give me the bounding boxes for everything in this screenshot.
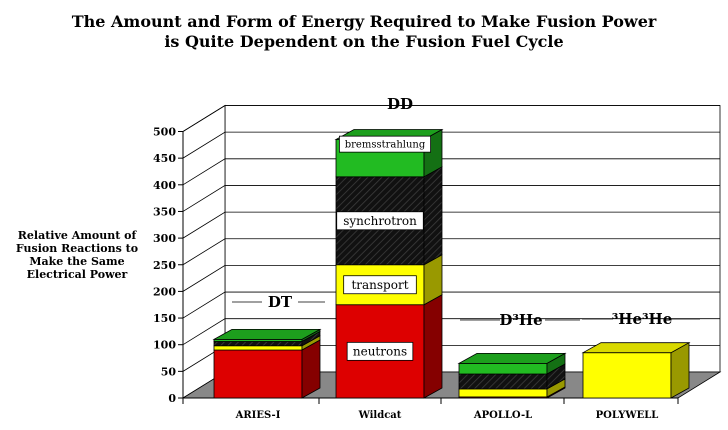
segment-label-box [338,135,431,153]
bar-segment-neutrons [213,349,303,399]
gridline [182,238,720,266]
bar-side-synchrotron [423,166,443,266]
bar-side-neutrons [423,294,443,399]
segment-label-text: synchrotron [343,214,417,228]
y-axis-label-line: Fusion Reactions to [15,242,139,255]
bar-segment-bremsstrahlung [458,362,548,375]
fuel-cycle-label: DD [387,95,413,113]
y-tick-label: 500 [153,126,176,139]
bar-group [334,128,444,399]
x-tick-label: ARIES-I [235,410,281,421]
gridline [182,318,720,346]
segment-label: neutrons [346,341,414,361]
segment-label-box [346,341,414,361]
y-tick-label: 250 [153,259,176,272]
y-tick-label: 450 [153,152,176,165]
bar-segment-synchrotron [213,341,303,347]
fuel-cycle-label: ³He³He [612,310,673,328]
chart-title-line-1: The Amount and Form of Energy Required t… [71,12,657,31]
y-axis-label: Relative Amount of Fusion Reactions to M… [4,229,150,281]
gridline [182,158,720,186]
y-axis-label-line: Relative Amount of [17,229,137,242]
y-tick-label: 300 [153,232,176,245]
bar-top-bremsstrahlung [457,352,567,364]
gridline [182,211,720,239]
fuel-cycle-label: D³He [499,311,542,329]
bar-segment-synchrotron [458,373,548,390]
bar-segment-transport [213,345,303,351]
x-tick-label: Wildcat [358,410,402,421]
bar-top-transport [581,342,691,354]
bar-group [212,328,322,399]
segment-label-text: transport [351,278,408,292]
bar-segment-transport [582,352,672,399]
gridline [182,185,720,212]
segment-label-box [336,211,424,231]
y-tick-label: 100 [153,339,176,352]
segment-label-text: bremsstrahlung [345,140,426,151]
bar-group [457,352,567,399]
gridline [182,105,720,132]
x-tick-label: POLYWELL [596,410,659,421]
bar-segment-transport [458,388,548,398]
bar-top-bremsstrahlung [212,328,322,340]
y-tick-label: 50 [161,365,177,378]
segment-label-text: neutrons [353,345,407,359]
segment-label: bremsstrahlung [338,135,431,153]
x-tick-label: APOLLO-L [473,410,532,421]
y-tick-label: 350 [153,205,176,218]
y-tick-label: 200 [153,285,176,298]
y-axis-label-line: Make the Same [29,255,125,268]
chart-title-line-2: is Quite Dependent on the Fusion Fuel Cy… [164,32,564,51]
segment-label: transport [343,275,417,295]
gridline [182,291,720,319]
y-tick-label: 150 [153,312,176,325]
y-tick-label: 0 [168,392,176,405]
bar-group [581,342,691,399]
gridline [182,131,720,159]
y-tick-label: 400 [153,179,176,192]
gridline [182,264,720,292]
segment-label: synchrotron [336,211,424,231]
fuel-cycle-label: DT [268,293,293,311]
segment-label-box [343,275,417,295]
y-axis-label-line: Electrical Power [26,268,128,281]
